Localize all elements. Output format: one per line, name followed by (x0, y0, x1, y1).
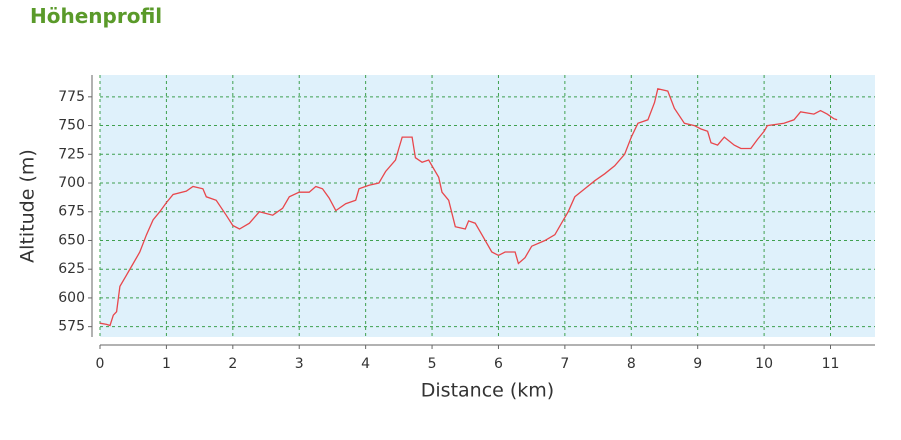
y-tick-label: 650 (58, 232, 85, 248)
y-tick-label: 575 (58, 319, 85, 335)
x-tick-label: 4 (361, 356, 370, 372)
y-axis-label: Altitude (m) (17, 149, 39, 263)
y-tick-label: 725 (58, 146, 85, 162)
y-tick-label: 675 (58, 204, 85, 220)
y-tick-label: 700 (58, 175, 85, 191)
x-tick-label: 2 (228, 356, 237, 372)
page-title: Höhenprofil (30, 4, 163, 28)
x-axis-label: Distance (km) (421, 380, 554, 402)
y-tick-label: 775 (58, 89, 85, 105)
x-tick-label: 0 (96, 356, 105, 372)
x-tick-label: 10 (755, 356, 773, 372)
x-tick-label: 5 (428, 356, 437, 372)
elevation-line (99, 88, 838, 327)
x-tick-label: 9 (693, 356, 702, 372)
x-tick-label: 8 (627, 356, 636, 372)
y-tick-label: 600 (58, 290, 85, 306)
x-tick-label: 1 (162, 356, 171, 372)
y-tick-label: 750 (58, 118, 85, 134)
plot-area (100, 75, 875, 337)
x-tick-label: 3 (295, 356, 304, 372)
x-tick-label: 11 (822, 356, 840, 372)
x-tick-label: 6 (494, 356, 503, 372)
y-tick-label: 625 (58, 261, 85, 277)
x-tick-label: 7 (560, 356, 569, 372)
